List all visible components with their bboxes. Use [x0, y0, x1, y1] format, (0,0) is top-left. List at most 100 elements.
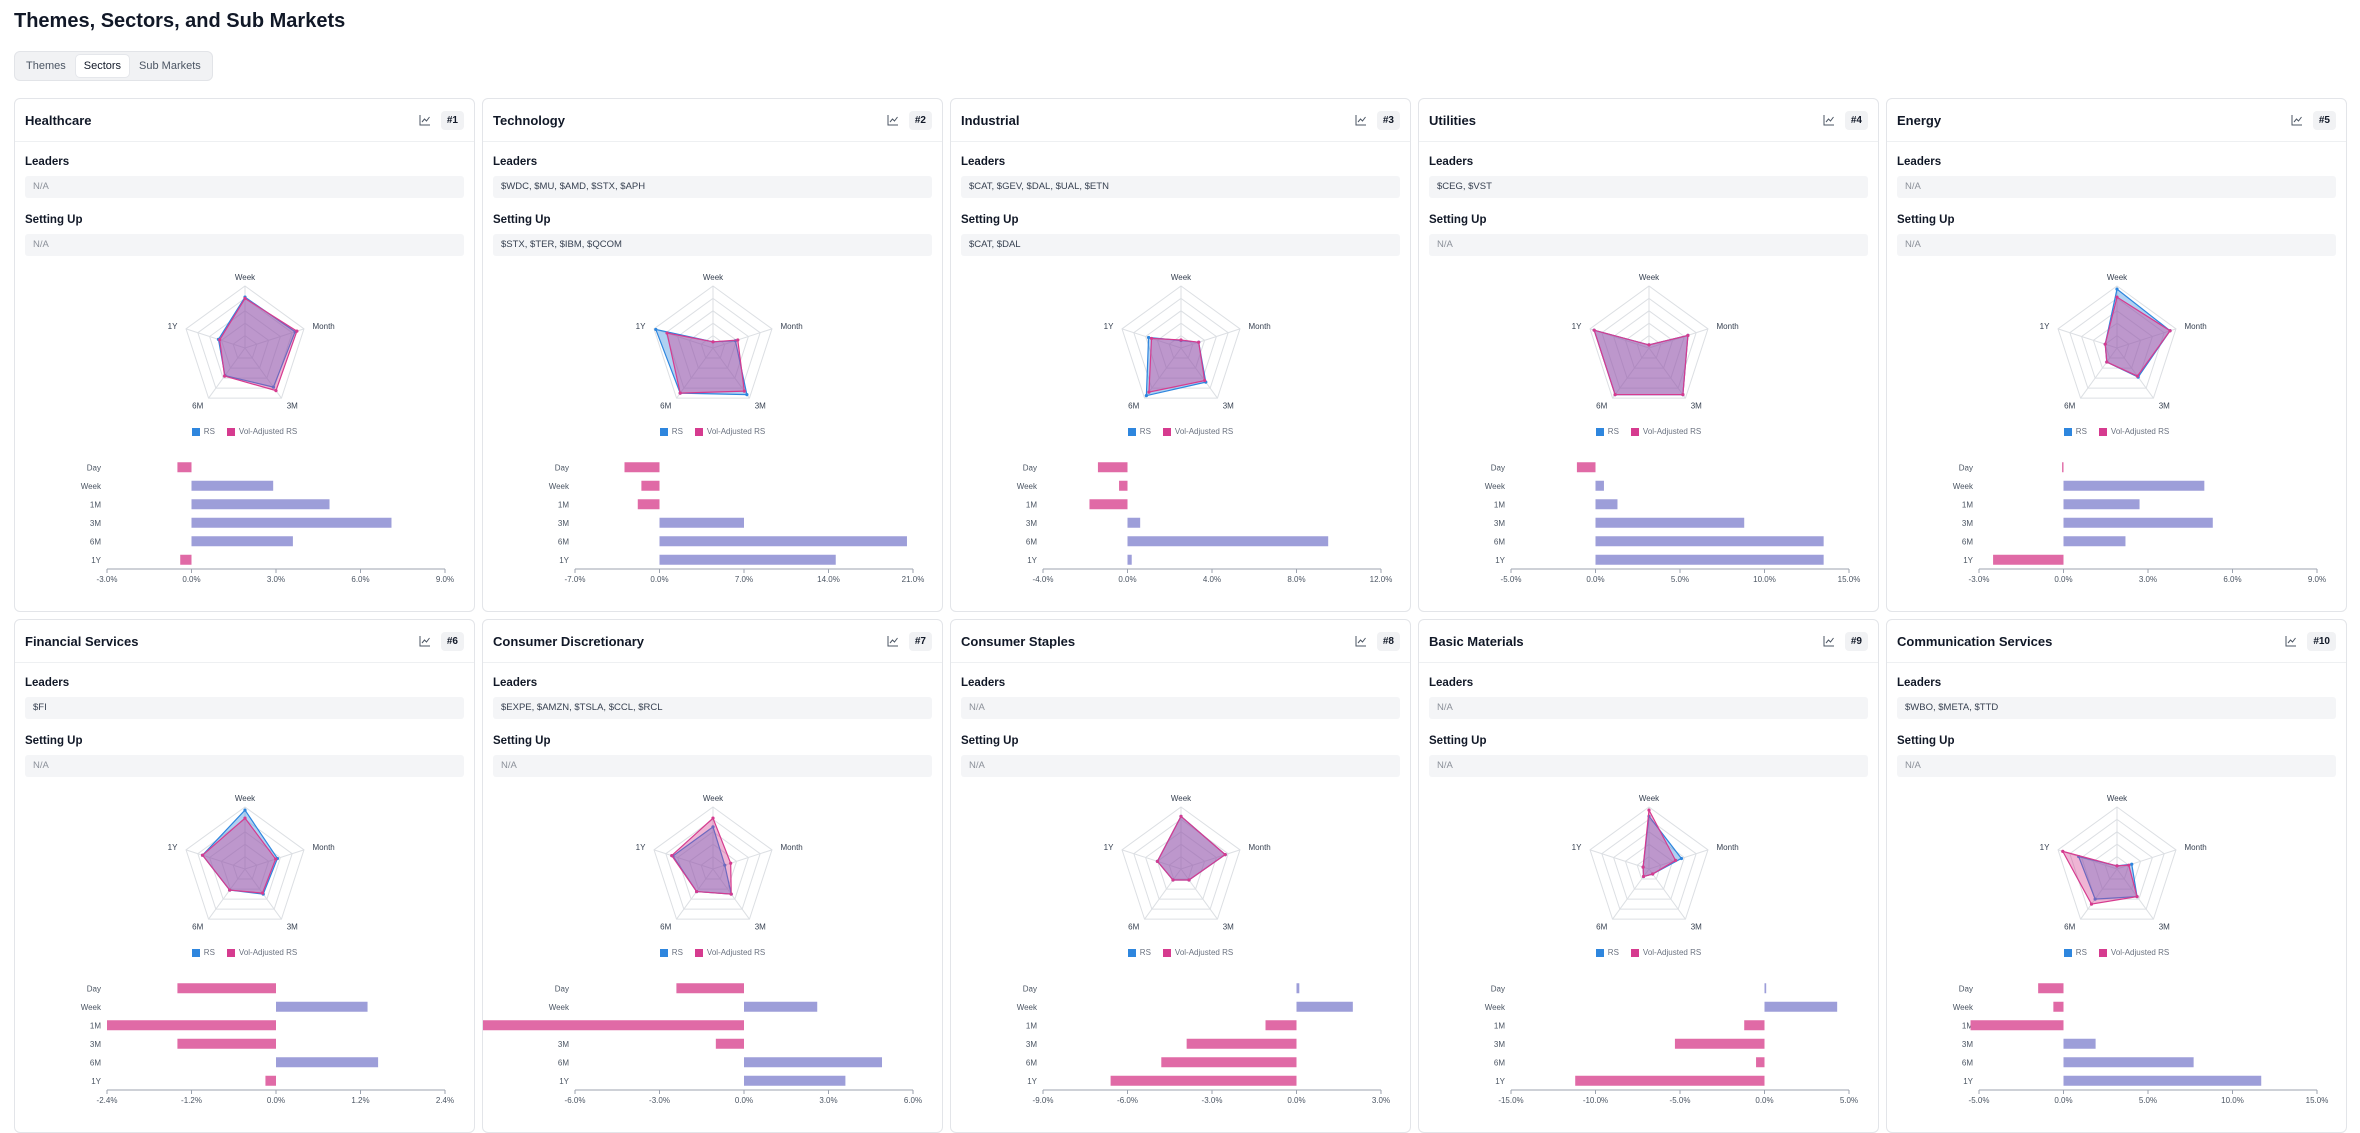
radar-series-vol[interactable] [1156, 815, 1226, 881]
radar-series-vol-point[interactable] [2134, 894, 2139, 899]
radar-series-rs-point[interactable] [744, 393, 748, 397]
legend-rs[interactable]: RS [2063, 948, 2087, 957]
bar-day[interactable] [1097, 462, 1128, 473]
legend-vol[interactable]: Vol-Adjusted RS [1630, 948, 1701, 957]
bar-6m[interactable] [1161, 1057, 1297, 1068]
radar-series-vol-point[interactable] [669, 853, 673, 858]
radar-series-vol-point[interactable] [728, 861, 732, 865]
bar-3m[interactable] [715, 1038, 744, 1049]
radar-series-rs-point[interactable] [1146, 335, 1150, 340]
bar-week[interactable] [1119, 480, 1128, 491]
radar-series-rs-point[interactable] [710, 825, 715, 829]
radar-series-vol-point[interactable] [1641, 865, 1645, 869]
bar-1y[interactable] [1110, 1075, 1297, 1086]
radar-series-vol-point[interactable] [242, 816, 247, 820]
bar-day[interactable] [1576, 462, 1596, 473]
chart-line-icon[interactable] [417, 633, 433, 649]
legend-rs[interactable]: RS [1127, 948, 1151, 957]
bar-1m[interactable] [2063, 499, 2140, 510]
bar-6m[interactable] [276, 1057, 379, 1068]
radar-series-rs[interactable] [217, 296, 296, 388]
radar-series-vol-point[interactable] [1650, 872, 1654, 876]
radar-series-vol-point[interactable] [1646, 808, 1651, 812]
bar-1m[interactable] [637, 499, 660, 510]
radar-series-vol-point[interactable] [1680, 393, 1684, 397]
radar-series-vol-point[interactable] [678, 391, 682, 395]
bar-1y[interactable] [744, 1075, 846, 1086]
radar-series-vol-point[interactable] [735, 338, 739, 342]
radar-series-vol-point[interactable] [1646, 343, 1651, 347]
legend-rs[interactable]: RS [1595, 427, 1619, 436]
radar-series-vol-point[interactable] [1592, 328, 1596, 332]
bar-1m[interactable] [1265, 1020, 1297, 1031]
legend-vol[interactable]: Vol-Adjusted RS [2098, 427, 2169, 436]
radar-series-vol-point[interactable] [2114, 864, 2119, 868]
chart-line-icon[interactable] [885, 112, 901, 128]
bar-6m[interactable] [2063, 1057, 2194, 1068]
bar-1m[interactable] [191, 499, 330, 510]
bar-3m[interactable] [1127, 517, 1141, 528]
radar-series-vol-point[interactable] [1186, 878, 1191, 882]
radar-series-rs-point[interactable] [2093, 897, 2097, 901]
radar-series-vol-point[interactable] [710, 340, 715, 344]
radar-series-vol[interactable] [2104, 296, 2171, 377]
chart-line-icon[interactable] [1353, 112, 1369, 128]
bar-6m[interactable] [1127, 536, 1329, 547]
legend-rs[interactable]: RS [1127, 427, 1151, 436]
bar-3m[interactable] [177, 1038, 276, 1049]
legend-vol[interactable]: Vol-Adjusted RS [1162, 948, 1233, 957]
legend-rs[interactable]: RS [659, 427, 683, 436]
bar-1y[interactable] [265, 1075, 276, 1086]
radar-series-vol-point[interactable] [2104, 360, 2108, 364]
bar-1y[interactable] [1595, 554, 1824, 565]
bar-day[interactable] [2062, 462, 2064, 473]
radar-series-vol-point[interactable] [742, 389, 746, 393]
bar-1y[interactable] [1575, 1075, 1765, 1086]
radar-series-vol[interactable] [201, 817, 276, 894]
radar-series-rs-point[interactable] [2129, 862, 2133, 866]
legend-vol[interactable]: Vol-Adjusted RS [1630, 427, 1701, 436]
bar-6m[interactable] [2063, 536, 2126, 547]
radar-series-vol-point[interactable] [200, 853, 204, 857]
radar-series-vol-point[interactable] [2089, 902, 2093, 906]
radar-series-vol-point[interactable] [222, 374, 226, 378]
legend-vol[interactable]: Vol-Adjusted RS [694, 427, 765, 436]
radar-series-vol[interactable] [1642, 808, 1676, 878]
bar-1m[interactable] [107, 1020, 276, 1031]
bar-6m[interactable] [744, 1057, 883, 1068]
radar-series-rs-point[interactable] [653, 327, 657, 332]
bar-1m[interactable] [1970, 1020, 2064, 1031]
radar-series-vol-point[interactable] [1178, 814, 1183, 818]
radar-series-vol[interactable] [1147, 337, 1205, 393]
radar-series-vol-point[interactable] [664, 331, 669, 335]
tab-sub-markets[interactable]: Sub Markets [139, 60, 201, 72]
legend-rs[interactable]: RS [1595, 948, 1619, 957]
radar-series-vol-point[interactable] [1202, 379, 1206, 383]
radar-series-vol-point[interactable] [1223, 853, 1227, 857]
bar-day[interactable] [624, 462, 660, 473]
radar-series-rs-point[interactable] [242, 808, 247, 812]
bar-1m[interactable] [483, 1020, 744, 1031]
legend-rs[interactable]: RS [2063, 427, 2087, 436]
radar-series-vol-point[interactable] [1685, 333, 1690, 337]
bar-3m[interactable] [1186, 1038, 1297, 1049]
bar-1y[interactable] [180, 554, 192, 565]
bar-week[interactable] [1296, 1001, 1353, 1012]
tab-themes[interactable]: Themes [26, 60, 66, 72]
bar-6m[interactable] [1756, 1057, 1765, 1068]
bar-week[interactable] [276, 1001, 368, 1012]
radar-series-vol[interactable] [670, 817, 732, 895]
radar-series-vol-point[interactable] [273, 857, 277, 861]
bar-3m[interactable] [2063, 1038, 2096, 1049]
legend-vol[interactable]: Vol-Adjusted RS [226, 427, 297, 436]
radar-series-rs-point[interactable] [1679, 856, 1683, 861]
bar-day[interactable] [177, 983, 276, 994]
radar-series-vol-point[interactable] [1149, 336, 1153, 341]
bar-1m[interactable] [1089, 499, 1128, 510]
chart-line-icon[interactable] [1821, 112, 1837, 128]
legend-rs[interactable]: RS [191, 427, 215, 436]
bar-week[interactable] [2053, 1001, 2064, 1012]
bar-3m[interactable] [1595, 517, 1745, 528]
bar-1y[interactable] [659, 554, 836, 565]
radar-series-vol-point[interactable] [260, 891, 264, 895]
